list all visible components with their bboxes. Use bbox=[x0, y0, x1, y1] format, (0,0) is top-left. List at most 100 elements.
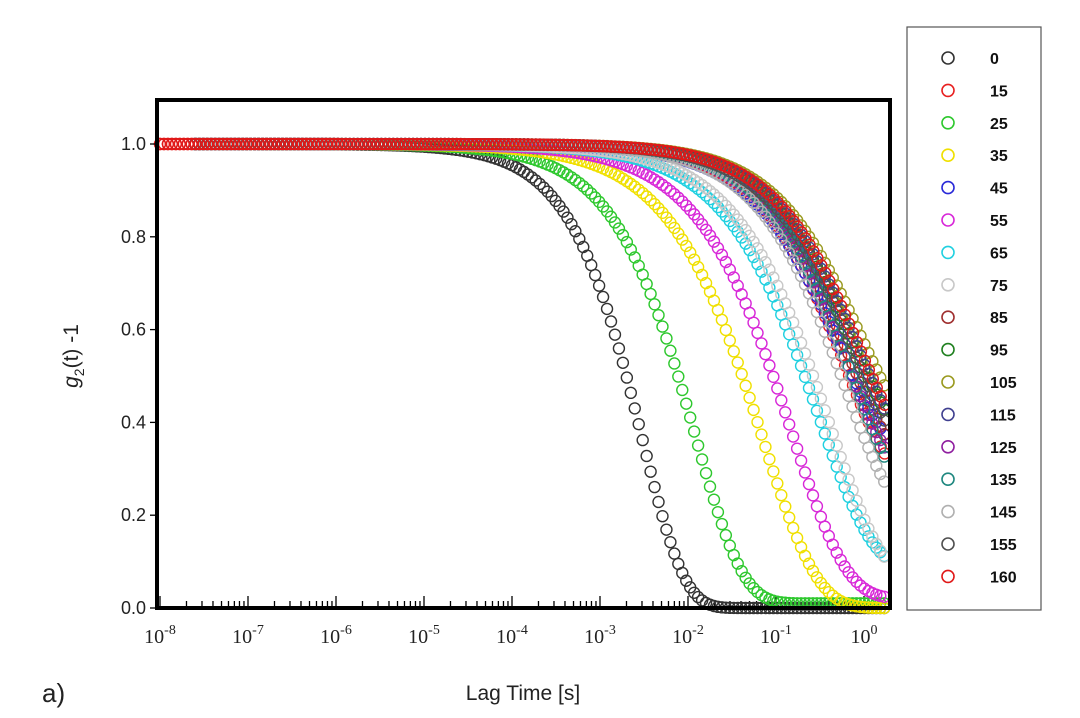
x-tick-label: 10-1 bbox=[760, 623, 792, 648]
legend-item-115: 115 bbox=[941, 407, 1016, 424]
data-point bbox=[763, 359, 776, 372]
data-point bbox=[343, 137, 357, 151]
plot-area-frame bbox=[155, 98, 892, 610]
data-point bbox=[644, 193, 657, 207]
data-point bbox=[767, 192, 780, 205]
data-point bbox=[588, 268, 602, 282]
data-point bbox=[715, 248, 729, 262]
data-point bbox=[359, 137, 373, 151]
data-point bbox=[775, 394, 788, 407]
legend-marker bbox=[941, 83, 955, 98]
data-point bbox=[533, 177, 546, 191]
data-point bbox=[324, 137, 337, 151]
data-point bbox=[695, 453, 709, 466]
data-point bbox=[830, 357, 843, 370]
data-point bbox=[628, 402, 641, 415]
data-point bbox=[371, 137, 384, 151]
data-point bbox=[229, 137, 242, 151]
data-point bbox=[351, 137, 365, 151]
legend-label: 135 bbox=[990, 472, 1017, 489]
data-point bbox=[581, 139, 594, 152]
data-point bbox=[221, 137, 234, 151]
data-point bbox=[660, 523, 673, 536]
data-point bbox=[771, 227, 784, 240]
y-tick-label: 0.8 bbox=[121, 227, 146, 247]
data-point bbox=[806, 489, 820, 502]
data-point bbox=[676, 195, 689, 208]
data-point bbox=[383, 137, 396, 151]
panel-label: a) bbox=[42, 678, 65, 708]
data-point bbox=[747, 581, 760, 595]
data-point bbox=[664, 344, 677, 357]
data-point bbox=[573, 139, 586, 152]
data-point bbox=[644, 465, 657, 478]
data-point bbox=[454, 137, 468, 151]
data-point bbox=[597, 139, 610, 153]
data-point bbox=[834, 553, 847, 567]
data-point bbox=[798, 370, 812, 384]
data-point bbox=[755, 248, 768, 262]
data-point bbox=[771, 196, 784, 209]
data-point bbox=[822, 585, 835, 599]
data-point bbox=[668, 357, 681, 370]
data-point bbox=[320, 137, 333, 151]
data-point bbox=[617, 140, 630, 154]
data-point bbox=[169, 137, 183, 151]
data-point bbox=[680, 199, 693, 212]
data-point bbox=[573, 176, 586, 190]
legend-marker bbox=[941, 116, 955, 130]
data-point bbox=[850, 411, 863, 424]
data-point bbox=[834, 367, 847, 381]
data-point bbox=[790, 442, 804, 455]
data-point bbox=[648, 143, 662, 156]
data-point bbox=[699, 181, 713, 195]
data-point bbox=[711, 505, 725, 519]
data-point bbox=[822, 415, 835, 429]
x-tick-label: 10-7 bbox=[232, 623, 264, 648]
data-point bbox=[411, 137, 424, 151]
data-point bbox=[636, 142, 650, 155]
data-point bbox=[612, 222, 626, 235]
data-point bbox=[549, 138, 563, 152]
legend-marker bbox=[941, 277, 955, 292]
data-point bbox=[664, 535, 677, 549]
data-point bbox=[209, 137, 222, 151]
data-point bbox=[197, 137, 210, 151]
data-point bbox=[719, 255, 733, 269]
data-point bbox=[751, 415, 764, 429]
data-point bbox=[798, 347, 812, 360]
series-125 bbox=[188, 137, 891, 454]
legend-label: 85 bbox=[990, 310, 1008, 327]
data-point bbox=[569, 225, 582, 238]
data-point bbox=[846, 571, 859, 584]
data-point bbox=[854, 392, 867, 405]
data-point bbox=[775, 200, 788, 214]
data-point bbox=[537, 138, 551, 151]
data-point bbox=[201, 137, 214, 151]
data-point bbox=[585, 139, 598, 152]
data-point bbox=[588, 191, 602, 204]
data-point bbox=[672, 370, 685, 383]
data-point bbox=[304, 137, 317, 151]
data-series bbox=[153, 137, 891, 615]
data-point bbox=[644, 287, 657, 301]
data-point bbox=[815, 259, 828, 272]
legend-marker bbox=[941, 245, 955, 260]
series-95 bbox=[188, 137, 891, 416]
data-point bbox=[624, 177, 637, 191]
data-point bbox=[522, 138, 535, 151]
data-point bbox=[786, 236, 800, 249]
data-point bbox=[786, 430, 800, 443]
legend-item-25: 25 bbox=[941, 116, 1008, 133]
data-point bbox=[616, 356, 630, 369]
data-point bbox=[656, 178, 669, 192]
data-point bbox=[814, 392, 828, 405]
legend-label: 65 bbox=[990, 245, 1008, 262]
data-point bbox=[771, 382, 784, 395]
data-point bbox=[739, 188, 752, 202]
data-point bbox=[648, 197, 661, 211]
data-point bbox=[783, 511, 796, 524]
data-point bbox=[339, 137, 353, 151]
data-point bbox=[735, 185, 748, 198]
data-point bbox=[537, 181, 550, 194]
